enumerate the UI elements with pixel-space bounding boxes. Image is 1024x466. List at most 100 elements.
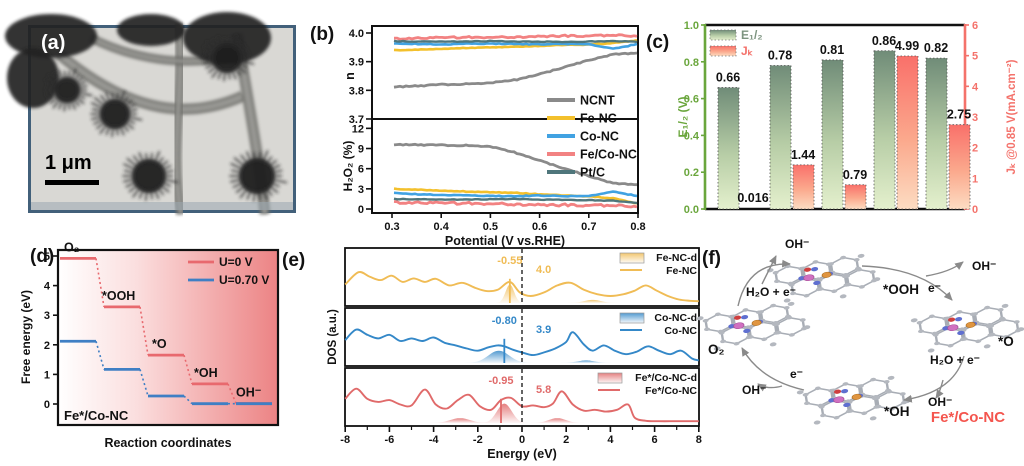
series-Pt/C	[393, 197, 638, 205]
left-tick: 0.8	[684, 57, 699, 69]
panel-d-chart: 0 1 2 3 4 5 Free energy (eV) Reaction coordinat…	[19, 240, 280, 450]
carbon-atom	[713, 346, 721, 351]
e-minus-right: e⁻	[928, 281, 941, 295]
series-Co-NC	[394, 42, 638, 50]
step-connector	[183, 395, 193, 405]
carbon-atom	[910, 318, 918, 323]
y-tick: 3	[44, 310, 50, 322]
left-tick: 0.4	[684, 130, 700, 142]
x-tick: 4	[607, 434, 614, 446]
dark-mass	[117, 14, 185, 46]
carbon-atom	[696, 316, 704, 321]
bar-jk-2	[844, 184, 867, 210]
bar-value-e12-3: 0.86	[872, 34, 896, 48]
arrow-o-to-oh	[903, 355, 965, 403]
scale-bar-label: 1 μm	[45, 152, 92, 174]
series-Fe-NC	[393, 187, 638, 205]
o2-label: O₂	[708, 342, 725, 357]
arrow-ooh-to-o	[861, 265, 953, 301]
left-tick: 0.0	[684, 204, 699, 216]
molecule	[910, 303, 1024, 353]
particle-cluster	[44, 68, 93, 112]
dband-center-value: -0.55	[497, 255, 522, 267]
molecule	[696, 301, 811, 351]
series-NCNT	[393, 142, 638, 187]
series-Co-NC	[393, 190, 638, 198]
panel-b-label: (b)	[310, 24, 335, 45]
panel-f-label: (f)	[702, 248, 721, 269]
bar-value-jk-2: 0.79	[843, 168, 867, 182]
right-tick: 2	[972, 143, 978, 155]
e-minus-bottom: e⁻	[790, 367, 803, 381]
right-tick: 3	[972, 112, 978, 124]
legend-label-line: Co-NC	[664, 325, 697, 337]
oh-minus-left: OH⁻	[742, 383, 766, 397]
legend-swatch-e12	[709, 29, 737, 41]
panel-d-label: (d)	[30, 246, 55, 267]
carbon-atom	[857, 253, 865, 258]
oxygen-atom	[803, 267, 812, 272]
carbon-atom	[796, 390, 804, 395]
oh-minus-right: OH⁻	[972, 259, 996, 273]
catalyst-label: Fe*/Co-NC	[931, 409, 1005, 426]
dband-center-value: -0.80	[492, 315, 517, 327]
y-axis-label: DOS (a.u.)	[327, 309, 339, 365]
dark-mass	[183, 12, 271, 64]
arrow-oh-release-bottomright	[935, 379, 944, 399]
carbon-atom	[813, 420, 821, 425]
o-label: *O	[998, 334, 1014, 349]
gap-value: 5.8	[536, 384, 551, 396]
right-tick: 0	[972, 204, 978, 216]
dband-fill	[529, 418, 586, 423]
legend-label-Pt/C: Pt/C	[580, 166, 605, 180]
y-tick: 4.0	[349, 28, 364, 40]
h2o-e-top: H₂O + e⁻	[746, 285, 796, 299]
bar-e12-4	[925, 57, 948, 210]
carbon-atom	[983, 344, 991, 349]
fe-atom	[803, 274, 815, 282]
x-tick: 0.4	[434, 221, 450, 233]
panel-c-chart: 0.0 0.2 0.4 0.6 0.8 1.0 0 1 2 3 4 5 6 E₁/₂ (V) Jₖ @0.8…	[676, 20, 1018, 216]
step-connector	[95, 341, 105, 370]
legend-label-fill: Co-NC-d	[654, 312, 697, 324]
dos-curve-Fe-NC	[344, 271, 699, 303]
fe-atom	[947, 324, 959, 332]
legend-label-fill: Fe*/Co-NC-d	[635, 372, 697, 384]
arrow-oh-to-o2	[741, 347, 805, 391]
panel-e-label: (e)	[282, 250, 306, 271]
x-axis-label: Potential (V vs.RHE)	[445, 234, 565, 248]
y-axis-label-h2o2: H₂O₂ (%)	[341, 141, 355, 192]
nitrogen-atom	[813, 280, 821, 286]
dband-center-value: -0.95	[488, 375, 513, 387]
carbon-atom	[787, 301, 795, 306]
series-Fe/Co-NC	[394, 33, 638, 41]
bar-value-jk-3: 4.99	[895, 39, 919, 53]
y-tick: 12	[352, 123, 364, 135]
dark-mass	[5, 14, 97, 58]
x-tick: 0	[519, 434, 525, 446]
x-tick: 0.7	[581, 221, 596, 233]
y-tick: 2	[44, 340, 50, 352]
left-axis-label: E₁/₂ (V)	[676, 97, 690, 138]
bar-value-jk-1: 1.44	[791, 148, 815, 162]
step-connector	[139, 306, 149, 356]
particle-cluster	[202, 34, 255, 82]
nitrogen-atom	[743, 328, 751, 334]
y-axis-label: Free energy (eV)	[19, 290, 33, 384]
y-tick: 1	[44, 369, 50, 381]
fe-atom	[733, 322, 745, 330]
x-axis-label: Energy (eV)	[487, 447, 556, 461]
legend-label-line: Fe*/Co-NC	[645, 385, 697, 397]
bar-value-jk-0: 0.016	[737, 191, 768, 205]
arrow-oh-release-right	[925, 261, 964, 277]
right-tick: 6	[972, 20, 978, 32]
bar-jk-4	[948, 124, 971, 210]
legend-label-NCNT: NCNT	[580, 94, 615, 108]
right-axis-label: Jₖ @0.85 V(mA.cm⁻²)	[1006, 59, 1018, 174]
y-tick: 6	[358, 164, 364, 176]
x-tick: 0.8	[630, 221, 645, 233]
carbon-atom	[869, 416, 877, 421]
y-tick: 5	[44, 251, 50, 263]
legend-label-jk: Jₖ	[741, 44, 754, 58]
tem-art	[5, 12, 293, 215]
